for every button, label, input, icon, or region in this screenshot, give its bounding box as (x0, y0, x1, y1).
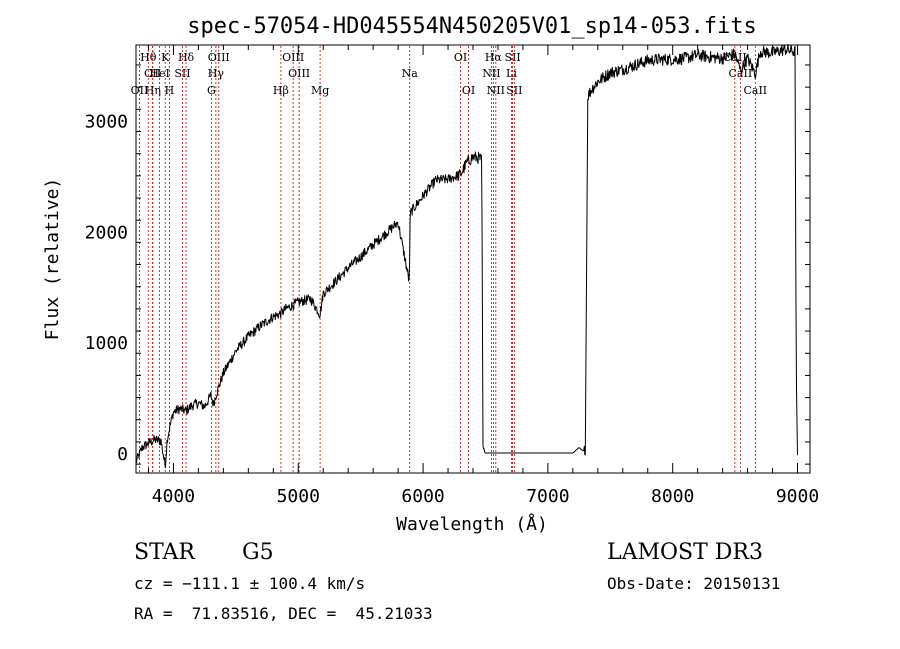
survey-name: LAMOST DR3 (607, 540, 763, 565)
spectral-line-label: OII (131, 84, 149, 97)
spectral-line-label: SII (506, 84, 522, 97)
spectral-line-label: Mg (311, 84, 329, 97)
spectral-line-label: HeI (149, 67, 169, 80)
spectral-line-label: NII (487, 84, 505, 97)
x-tick-label: 6000 (401, 486, 444, 507)
spectral-line-label: NII (482, 67, 500, 80)
spectral-line-label: Hθ (140, 51, 157, 64)
y-tick-label: 2000 (85, 222, 128, 243)
x-tick-label: 7000 (526, 486, 569, 507)
spectral-line-label: Na (402, 67, 419, 80)
spectral-line-label: OIII (282, 51, 304, 64)
x-tick-label: 5000 (277, 486, 320, 507)
spectral-line-label: SII (174, 67, 190, 80)
y-axis-label: Flux (relative) (42, 178, 63, 341)
spectral-line-label: CaII (743, 84, 767, 97)
flux-series-line (135, 44, 798, 469)
chart-title: spec-57054-HD045554N450205V01_sp14-053.f… (187, 14, 757, 39)
coordinates-text: RA = 71.83516, DEC = 45.21033 (134, 604, 433, 623)
spectral-line-label: OI (462, 84, 475, 97)
spectral-line-label: Li (506, 67, 517, 80)
spectral-line-label: OIII (208, 51, 230, 64)
x-tick-label: 4000 (152, 486, 195, 507)
spectral-line-label: Hδ (178, 51, 195, 64)
spectral-line-label: Hα (485, 51, 503, 64)
x-tick-label: 8000 (651, 486, 694, 507)
spectral-line-label: SII (504, 51, 520, 64)
plot-frame (135, 44, 811, 474)
spectral-line-label: Hγ (208, 67, 225, 80)
y-tick-label: 3000 (85, 111, 128, 132)
obs-date: Obs-Date: 20150131 (607, 574, 781, 593)
spectral-line-label: CaII (729, 67, 753, 80)
y-tick-label: 0 (117, 444, 128, 465)
spectral-line-label: CII (144, 67, 161, 80)
spectral-line-label: OI (454, 51, 467, 64)
spectral-line-label: OIII (288, 67, 310, 80)
object-class: STAR (134, 540, 195, 565)
redshift-text: cz = −111.1 ± 100.4 km/s (134, 574, 366, 593)
x-axis-label: Wavelength (Å) (396, 513, 548, 535)
spectral-line-label: K (161, 51, 170, 64)
y-tick-label: 1000 (85, 333, 128, 354)
spectral-line-label: H (165, 84, 175, 97)
spectral-line-label: Hβ (273, 84, 289, 97)
x-tick-label: 9000 (776, 486, 819, 507)
spectral-subclass: G5 (242, 540, 274, 565)
spectral-line-label: Hη (145, 84, 161, 97)
spectral-line-label: G (207, 84, 216, 97)
